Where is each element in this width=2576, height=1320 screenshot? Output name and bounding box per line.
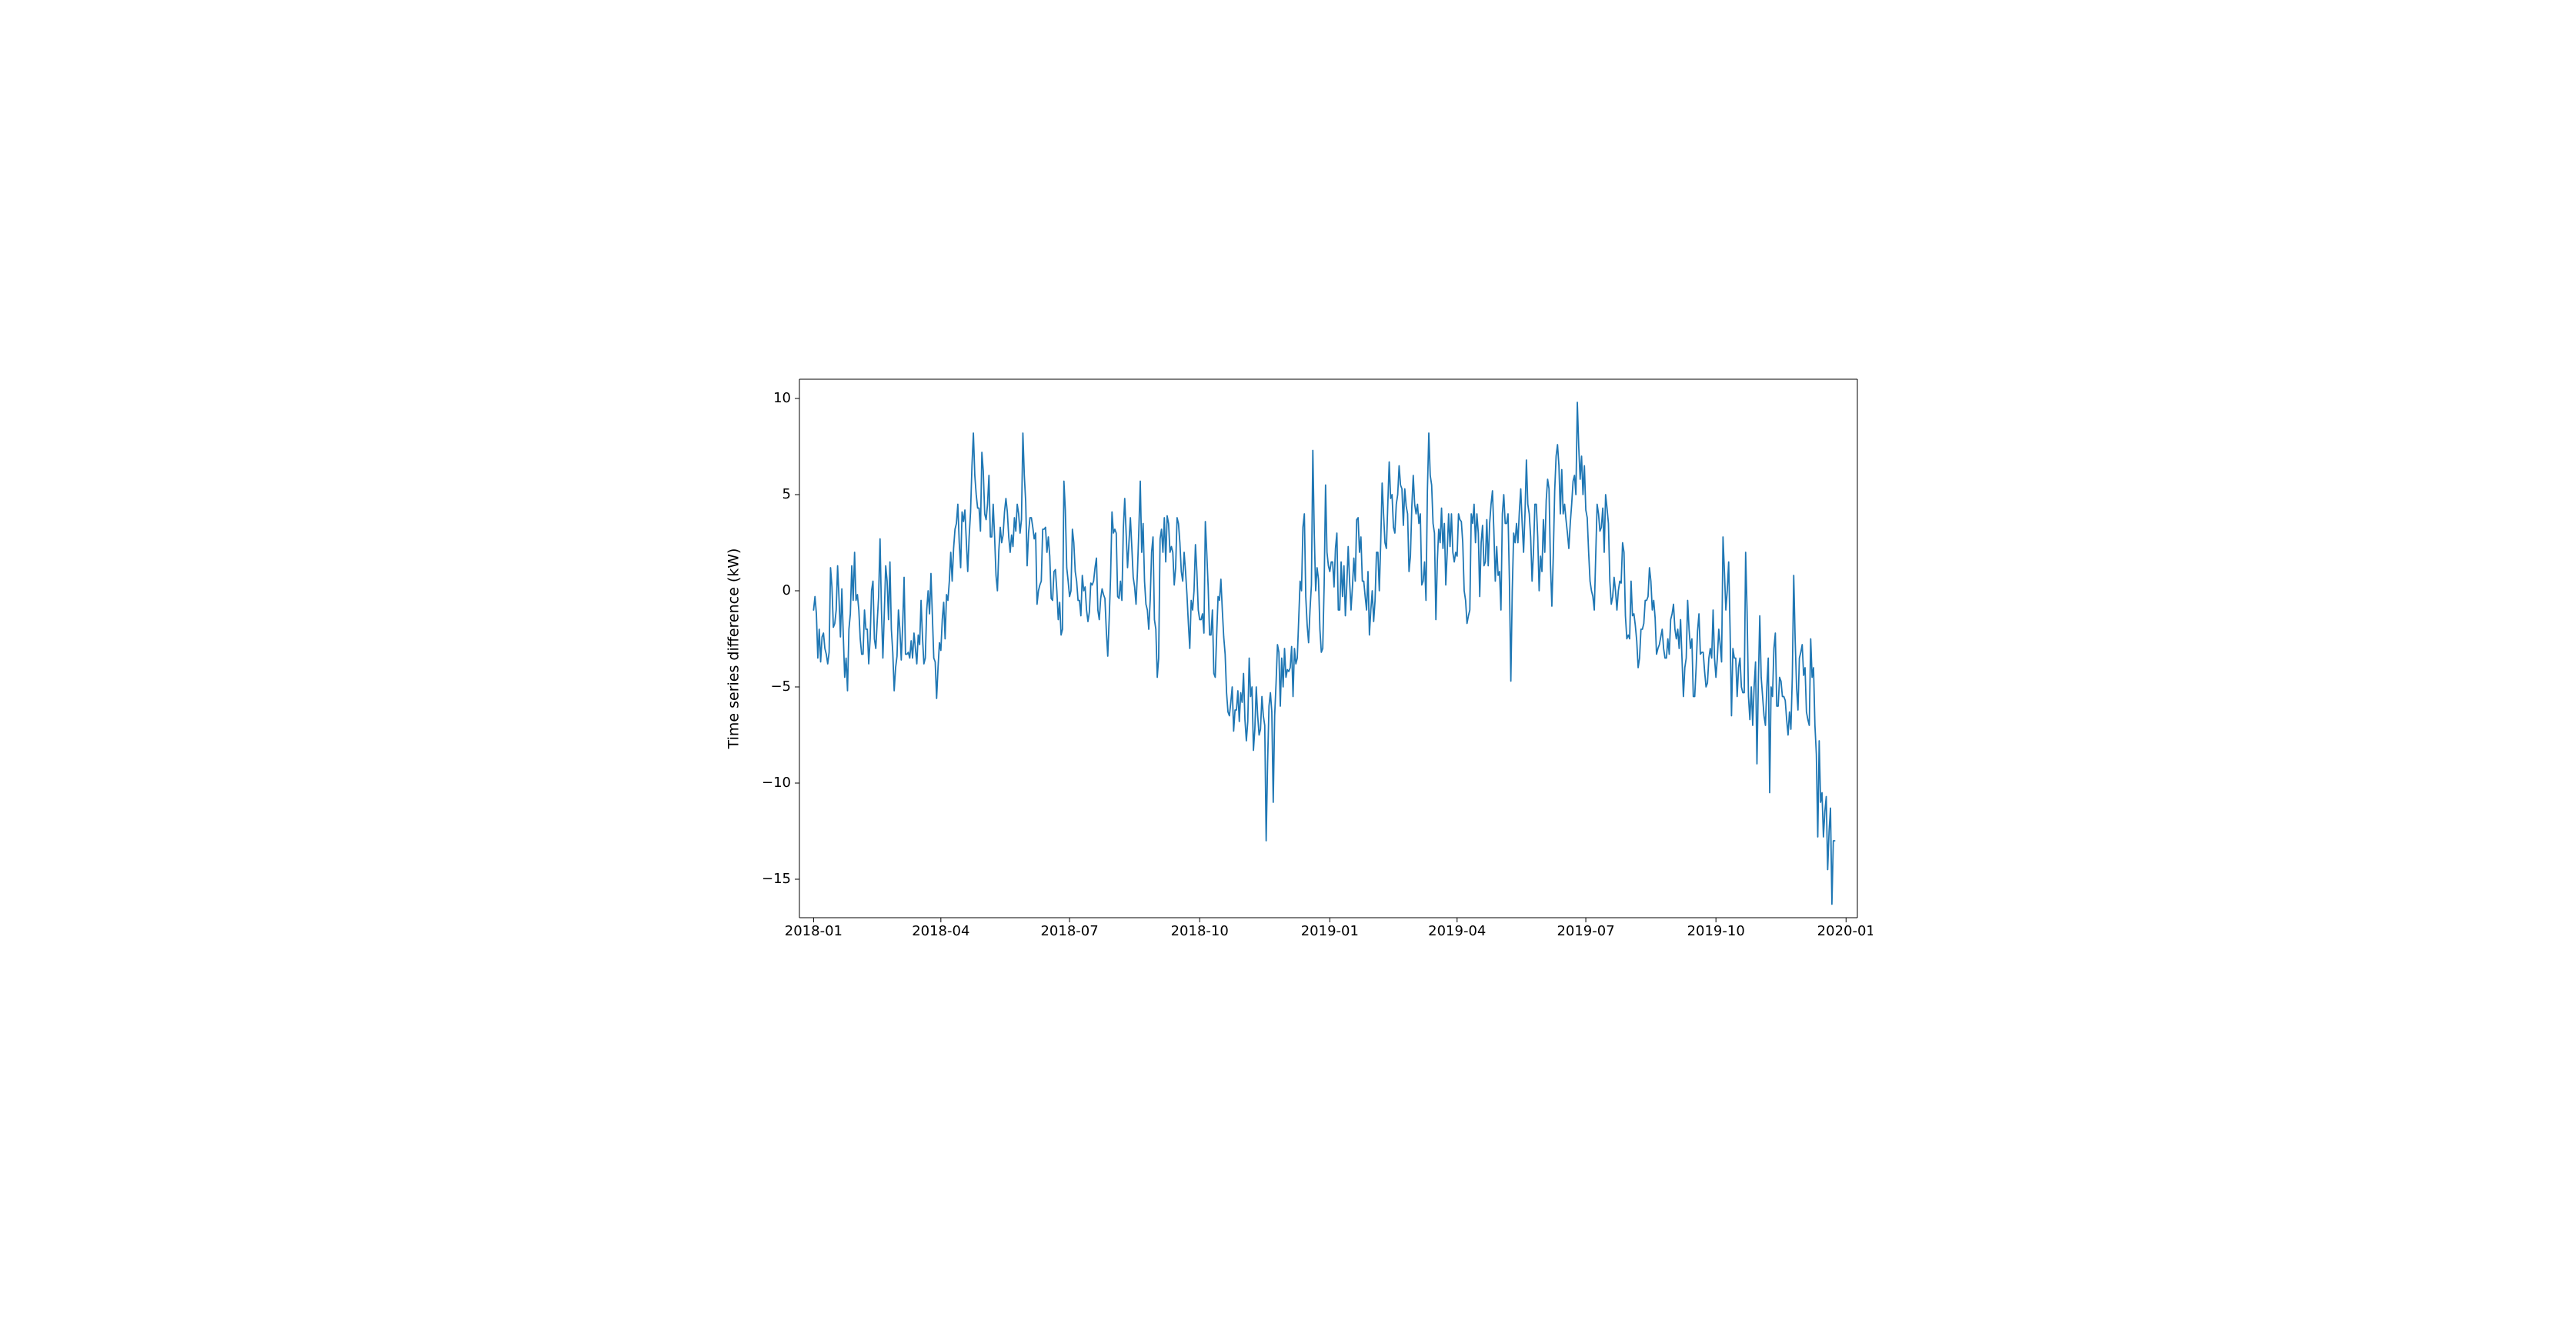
- x-tick-label: 2019-01: [1301, 923, 1359, 939]
- x-tick-label: 2019-07: [1557, 923, 1614, 939]
- x-tick-label: 2018-07: [1040, 923, 1098, 939]
- x-tick-label: 2018-01: [785, 923, 843, 939]
- y-tick-label: −10: [762, 775, 791, 791]
- y-tick-label: −5: [770, 678, 791, 695]
- y-tick-label: 10: [773, 390, 791, 406]
- chart-container: −15 −10 −5 0 5 10 Time series difference (kW) 2…: [0, 0, 2576, 1320]
- x-tick-label: 2020-01: [1817, 923, 1873, 939]
- time-series-chart: −15 −10 −5 0 5 10 Time series difference (kW) 2…: [703, 360, 1873, 960]
- y-tick-label: 5: [782, 486, 791, 502]
- y-axis-label: Time series difference (kW): [726, 548, 742, 750]
- y-tick-label: 0: [782, 582, 791, 598]
- x-tick-label: 2018-10: [1171, 923, 1229, 939]
- chart-background: [703, 360, 1873, 960]
- x-tick-label: 2018-04: [912, 923, 969, 939]
- x-tick-label: 2019-04: [1428, 923, 1486, 939]
- y-tick-label: −15: [762, 871, 791, 887]
- x-tick-label: 2019-10: [1687, 923, 1745, 939]
